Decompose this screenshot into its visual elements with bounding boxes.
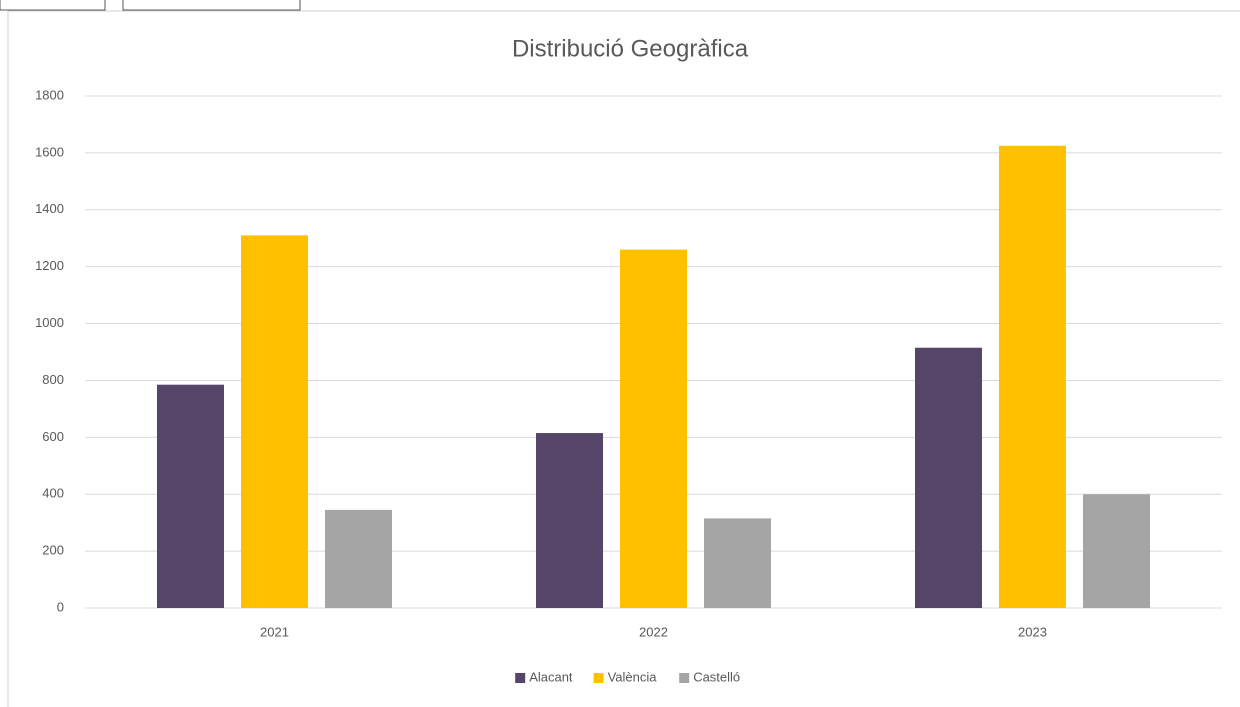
x-tick-label: 2022 — [639, 624, 668, 639]
bar — [915, 347, 982, 608]
y-tick-label: 1000 — [35, 315, 64, 330]
bar — [241, 235, 308, 608]
bar — [620, 249, 687, 608]
y-tick-label: 800 — [42, 372, 64, 387]
bar — [1083, 494, 1150, 608]
legend-label: Alacant — [529, 669, 573, 684]
bar — [536, 433, 603, 608]
y-tick-label: 400 — [42, 486, 64, 501]
toolbar-field[interactable] — [122, 0, 301, 11]
y-tick-label: 1400 — [35, 201, 64, 216]
y-tick-label: 200 — [42, 543, 64, 558]
toolbar-button[interactable] — [0, 0, 106, 11]
y-tick-label: 1200 — [35, 258, 64, 273]
bar — [157, 384, 224, 608]
bar — [325, 509, 392, 608]
y-tick-label: 1800 — [35, 87, 64, 102]
legend-swatch — [679, 673, 690, 683]
legend-label: Castelló — [693, 669, 740, 684]
y-tick-label: 0 — [57, 599, 64, 614]
bar — [704, 518, 771, 608]
legend-swatch — [515, 673, 526, 683]
legend-label: València — [608, 669, 658, 684]
bar — [999, 145, 1066, 608]
x-tick-label: 2023 — [1018, 624, 1047, 639]
chart-title: Distribució Geogràfica — [512, 35, 749, 62]
x-tick-label: 2021 — [260, 624, 289, 639]
y-tick-label: 1600 — [35, 144, 64, 159]
legend-swatch — [593, 673, 604, 683]
y-tick-label: 600 — [42, 429, 64, 444]
